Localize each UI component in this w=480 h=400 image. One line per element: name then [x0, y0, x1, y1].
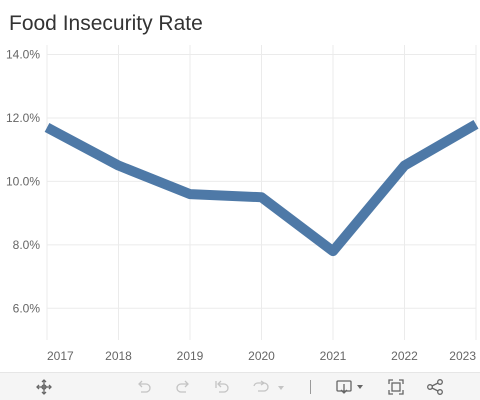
y-tick-label: 12.0% [6, 111, 40, 125]
chart-title: Food Insecurity Rate [9, 12, 203, 35]
x-tick-label: 2018 [105, 349, 132, 363]
toolbar [0, 372, 480, 400]
revert-icon [211, 377, 233, 397]
line-chart: 6.0% 8.0% 10.0% 12.0% 14.0% 2017 2018 2019 2020 2… [6, 45, 479, 363]
x-tick-label: 2022 [391, 349, 418, 363]
x-tick-label: 2020 [248, 349, 275, 363]
refresh-icon [248, 377, 288, 397]
undo-icon [133, 377, 155, 397]
fullscreen-icon[interactable] [385, 377, 407, 397]
x-tick-label: 2021 [320, 349, 347, 363]
x-tick-label: 2017 [47, 349, 74, 363]
share-icon[interactable] [424, 377, 446, 397]
toolbar-separator [310, 380, 311, 394]
x-tick-label: 2019 [177, 349, 204, 363]
download-icon[interactable] [334, 377, 368, 397]
y-tick-label: 6.0% [13, 301, 41, 315]
y-tick-label: 10.0% [6, 174, 40, 188]
pan-icon[interactable] [33, 377, 55, 397]
redo-icon [172, 377, 194, 397]
y-tick-label: 14.0% [6, 48, 40, 62]
x-tick-label: 2023 [449, 349, 476, 363]
y-tick-label: 8.0% [13, 238, 41, 252]
